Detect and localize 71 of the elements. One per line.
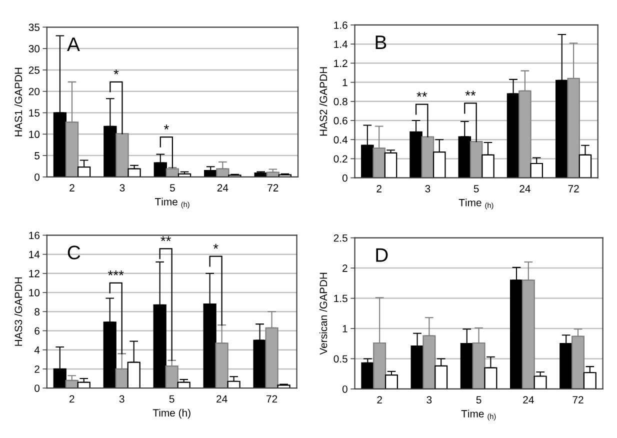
y-tick-label: 0.2 — [334, 155, 348, 163]
y-tick-label: 0.5 — [334, 355, 348, 363]
x-tick-label: 24 — [217, 184, 228, 192]
annotation: *** — [108, 270, 124, 276]
y-tick-label: 15 — [29, 109, 40, 117]
annotation: * — [114, 70, 119, 74]
y-tick-label: 1 — [342, 78, 348, 86]
y-tick-label: 25 — [28, 66, 40, 74]
y-tick-label: 0.4 — [334, 136, 348, 144]
annotation: * — [213, 244, 218, 249]
y-tick-label: 0 — [342, 174, 348, 182]
x-tick-label: 2 — [70, 395, 74, 403]
x-tick-label: 72 — [568, 185, 579, 192]
y-tick-label: 6 — [34, 327, 40, 335]
y-axis-title: HAS2 /GAPDH — [319, 67, 328, 136]
y-tick-label: 1.4 — [334, 40, 348, 48]
annotation: ** — [416, 92, 428, 97]
x-tick-label: 3 — [426, 396, 432, 404]
y-axis-title: Versican /GAPDH — [319, 272, 328, 355]
annotation: A — [67, 38, 80, 51]
y-tick-label: 16 — [29, 232, 40, 240]
y-tick-label: 0.6 — [334, 117, 348, 124]
x-tick-label: 5 — [170, 184, 175, 192]
x-tick-label: 72 — [266, 395, 278, 403]
y-tick-label: 30 — [28, 45, 40, 52]
annotation: B — [376, 36, 386, 49]
y-tick-label: 0 — [34, 173, 40, 181]
x-tick-label: 2 — [376, 185, 382, 192]
x-tick-label: 72 — [572, 396, 584, 404]
y-tick-label: 1.6 — [334, 21, 348, 29]
y-tick-label: 2 — [34, 365, 40, 373]
y-tick-label: 4 — [34, 346, 40, 354]
y-axis-title: HAS1 /GAPDH — [14, 68, 22, 136]
x-tick-label: 24 — [520, 185, 530, 192]
x-axis-title: Time (h) — [152, 408, 190, 419]
y-tick-label: 8 — [34, 308, 40, 316]
x-tick-label: 5 — [474, 185, 479, 192]
annotation: ** — [160, 236, 172, 242]
y-axis-title: HAS3 /GAPDH — [14, 277, 22, 346]
x-tick-label: 3 — [119, 395, 124, 403]
y-tick-label: 0 — [342, 385, 348, 393]
x-tick-label: 5 — [476, 396, 482, 404]
x-axis-title: Time $_{(h)}$ — [458, 198, 494, 210]
y-tick-label: 14 — [29, 250, 40, 258]
x-tick-label: 5 — [169, 395, 174, 403]
y-tick-label: 10 — [29, 289, 40, 296]
annotation: C — [68, 246, 80, 260]
y-tick-label: 0 — [34, 384, 40, 392]
y-tick-label: 1.5 — [334, 294, 348, 302]
annotation: * — [164, 124, 169, 130]
x-axis-title: Time $_{(h)}$ — [154, 198, 190, 208]
y-tick-label: 5 — [34, 152, 40, 160]
y-tick-label: 2 — [342, 264, 348, 272]
x-tick-label: 3 — [120, 184, 125, 192]
x-tick-label: 72 — [268, 184, 278, 192]
x-tick-label: 24 — [523, 396, 534, 404]
y-tick-label: 1.2 — [334, 60, 348, 67]
annotation: ** — [465, 90, 476, 96]
y-tick-label: 1 — [342, 325, 348, 332]
y-tick-label: 0.8 — [334, 98, 348, 106]
x-axis-title: Time $_{(h)}$ — [461, 410, 496, 420]
x-tick-label: 3 — [425, 185, 430, 192]
x-tick-label: 2 — [70, 184, 74, 192]
y-tick-label: 20 — [28, 88, 40, 96]
x-tick-label: 2 — [377, 396, 382, 404]
y-tick-label: 10 — [29, 130, 40, 138]
annotation: D — [376, 248, 388, 262]
y-tick-label: 2.5 — [334, 234, 348, 242]
x-tick-label: 24 — [216, 395, 228, 403]
y-tick-label: 35 — [28, 24, 40, 32]
y-tick-label: 12 — [29, 270, 40, 278]
